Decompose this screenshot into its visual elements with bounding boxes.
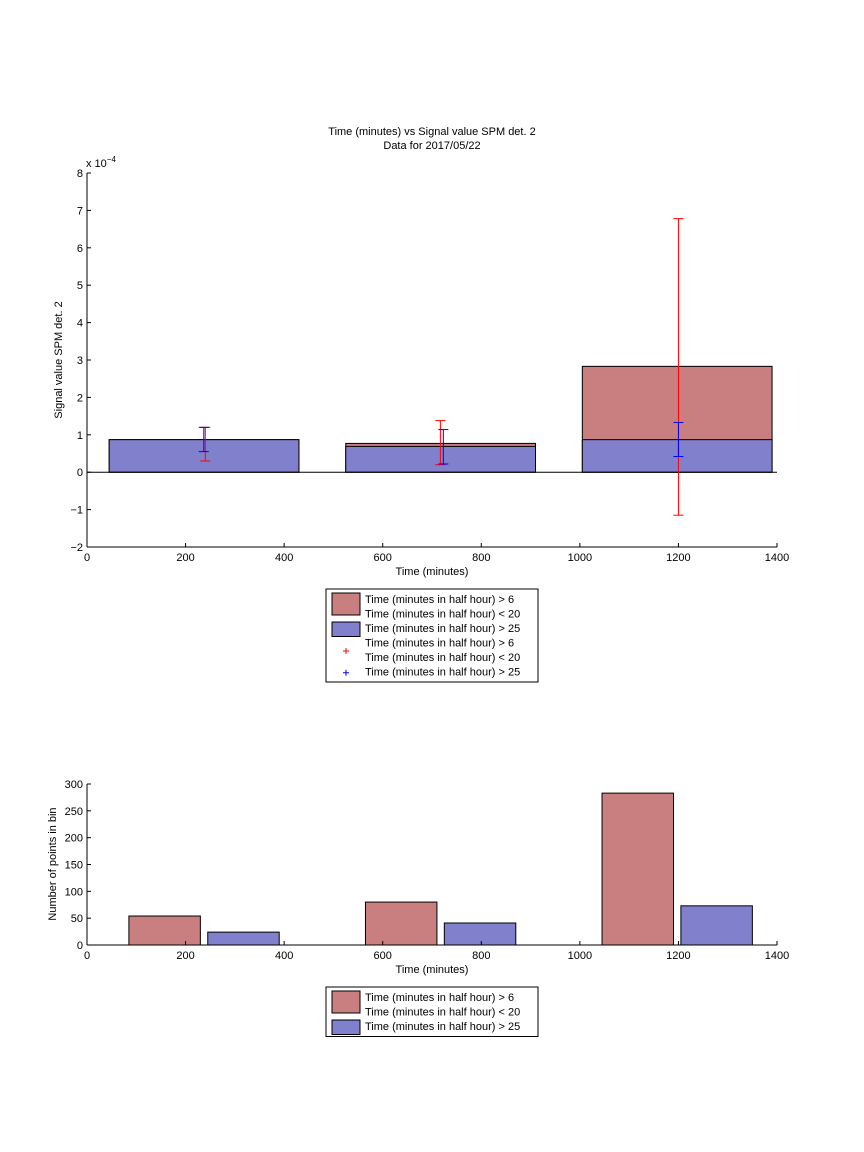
x-tick-label: 200 [176,552,194,564]
legend-entry-text: Time (minutes in half hour) < 20 [365,609,520,621]
y-exponent-label: x 10−4 [86,155,116,170]
x-axis-label: Time (minutes) [396,566,469,578]
legend-swatch [331,592,361,616]
x-tick-label: 1000 [568,552,592,564]
y-tick-label: 5 [77,280,83,292]
signal-x-ticks: 0 200 400 600 800 1000 1200 1400 [84,543,789,564]
y-axis-label: Signal value SPM det. 2 [53,301,65,418]
count-bar [443,922,517,946]
y-tick-label: 3 [77,355,83,367]
legend-box [325,986,539,1037]
y-tick-label: 250 [65,806,83,818]
legend-entry-text: Time (minutes in half hour) > 25 [365,1021,520,1033]
signal-y-ticks: −2 −1 0 1 2 3 4 5 6 7 8 [70,168,91,554]
signal-bar [108,439,300,473]
y-tick-label: 200 [65,833,83,845]
x-tick-label: 600 [374,950,392,962]
y-tick-label: 2 [77,392,83,404]
count-x-axis-label: Time (minutes) [396,964,469,976]
legend-entry-text: Time (minutes in half hour) > 25 [365,667,520,679]
legend-entry-text: Time (minutes in half hour) > 6 [365,594,514,606]
chart-title: Time (minutes) vs Signal value SPM det. … [328,126,535,138]
legend-entry-text: Time (minutes in half hour) > 25 [365,623,520,635]
x-tick-label: 0 [84,552,90,564]
y-tick-label: 7 [77,205,83,217]
signal-legend: Time (minutes in half hour) > 6 Time (min… [325,588,539,683]
count-bar [680,905,753,946]
legend-box [325,588,539,683]
y-tick-label: 100 [65,886,83,898]
y-tick-label: −2 [70,542,83,554]
signal-errorbars [198,218,684,516]
count-chart: 0 200 400 600 800 1000 1200 1400 0 50 100 150 200 25… [47,779,789,1037]
count-y-ticks: 0 50 100 150 200 250 300 [65,779,91,952]
count-bars [128,792,753,946]
y-tick-label: 150 [65,860,83,872]
y-tick-label: −1 [70,505,83,517]
y-tick-label: 4 [77,318,83,330]
signal-axes [86,173,777,548]
y-tick-label: 1 [77,430,83,442]
legend-swatch [331,1019,361,1035]
signal-bars [87,365,777,473]
x-tick-label: 1200 [666,552,690,564]
signal-chart: Time (minutes) vs Signal value SPM det. … [53,126,789,683]
x-tick-label: 1400 [765,950,789,962]
x-tick-label: 1400 [765,552,789,564]
x-tick-label: 1000 [568,950,592,962]
legend-entry-text: Time (minutes in half hour) > 6 [365,638,514,650]
legend-swatch [331,621,361,637]
x-tick-label: 600 [374,552,392,564]
count-y-axis-label: Number of points in bin [47,807,59,920]
y-tick-label: 50 [71,913,83,925]
count-bar [601,792,674,946]
y-tick-label: 8 [77,168,83,180]
count-bar [128,915,201,946]
x-tick-label: 800 [472,950,490,962]
x-tick-label: 400 [275,950,293,962]
count-x-ticks: 0 200 400 600 800 1000 1200 1400 [84,941,789,962]
count-legend: Time (minutes in half hour) > 6 Time (min… [325,986,539,1037]
legend-swatch [331,990,361,1014]
y-tick-label: 6 [77,243,83,255]
legend-entry-text: Time (minutes in half hour) < 20 [365,652,520,664]
chart-subtitle: Data for 2017/05/22 [383,140,480,152]
y-tick-label: 0 [77,467,83,479]
legend-entry-text: Time (minutes in half hour) > 6 [365,992,514,1004]
count-bar [207,931,280,946]
x-tick-label: 0 [84,950,90,962]
x-tick-label: 400 [275,552,293,564]
signal-bar [581,439,773,473]
x-tick-label: 200 [176,950,194,962]
y-tick-label: 300 [65,779,83,791]
count-bar [364,901,438,946]
y-tick-label: 0 [77,940,83,952]
legend-entry-text: Time (minutes in half hour) < 20 [365,1007,520,1019]
x-tick-label: 1200 [666,950,690,962]
x-tick-label: 800 [472,552,490,564]
